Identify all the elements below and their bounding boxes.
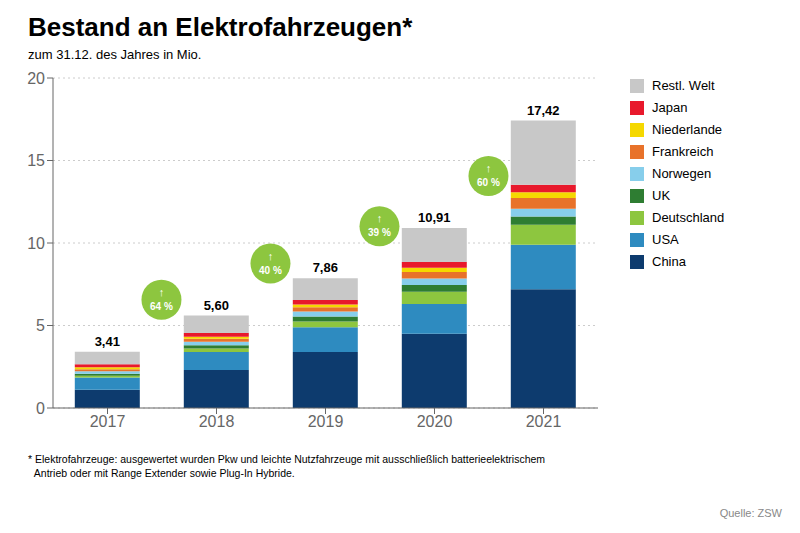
svg-text:17,42: 17,42 bbox=[527, 103, 560, 118]
svg-text:60 %: 60 % bbox=[477, 177, 500, 188]
svg-text:39 %: 39 % bbox=[368, 227, 391, 238]
svg-text:↑: ↑ bbox=[377, 212, 383, 224]
html-text:Bestand an Elektrofahrzeugen*: Bestand an Elektrofahrzeugen* bbox=[28, 12, 413, 42]
svg-text:↑: ↑ bbox=[159, 286, 165, 298]
svg-text:2021: 2021 bbox=[526, 413, 562, 430]
html-text:Japan: Japan bbox=[652, 100, 688, 115]
svg-text:10: 10 bbox=[27, 235, 45, 252]
svg-text:2017: 2017 bbox=[90, 413, 126, 430]
html-text:Quelle: ZSW: Quelle: ZSW bbox=[719, 507, 782, 519]
svg-text:20: 20 bbox=[27, 70, 45, 87]
html-text:Restl. Welt: Restl. Welt bbox=[652, 78, 715, 93]
svg-text:15: 15 bbox=[27, 152, 45, 169]
html-text:Deutschland: Deutschland bbox=[652, 210, 725, 225]
svg-text:5,60: 5,60 bbox=[204, 298, 229, 313]
html-text:zum 31.12. des Jahres in Mio.: zum 31.12. des Jahres in Mio. bbox=[28, 47, 202, 62]
svg-text:3,41: 3,41 bbox=[95, 334, 120, 349]
svg-text:40 %: 40 % bbox=[259, 265, 282, 276]
html-text:UK: UK bbox=[652, 188, 671, 203]
svg-text:↑: ↑ bbox=[268, 250, 274, 262]
svg-text:5: 5 bbox=[36, 317, 45, 334]
html-text:China: China bbox=[652, 254, 686, 269]
html-text:Frankreich: Frankreich bbox=[652, 144, 714, 159]
svg-text:10,91: 10,91 bbox=[418, 210, 451, 225]
svg-text:0: 0 bbox=[36, 400, 45, 417]
svg-text:2019: 2019 bbox=[308, 413, 344, 430]
svg-text:2020: 2020 bbox=[417, 413, 453, 430]
html-text:* Elektrofahrzeuge: ausgewerte: * Elektrofahrzeuge: ausgewertet wurden P… bbox=[28, 453, 546, 480]
html-text:Norwegen: Norwegen bbox=[652, 166, 712, 181]
html-text:Niederlande: Niederlande bbox=[652, 122, 723, 137]
svg-text:2018: 2018 bbox=[199, 413, 235, 430]
svg-text:64 %: 64 % bbox=[150, 301, 173, 312]
svg-text:↑: ↑ bbox=[486, 162, 492, 174]
html-text:USA: USA bbox=[652, 232, 679, 247]
svg-text:7,86: 7,86 bbox=[313, 260, 338, 275]
